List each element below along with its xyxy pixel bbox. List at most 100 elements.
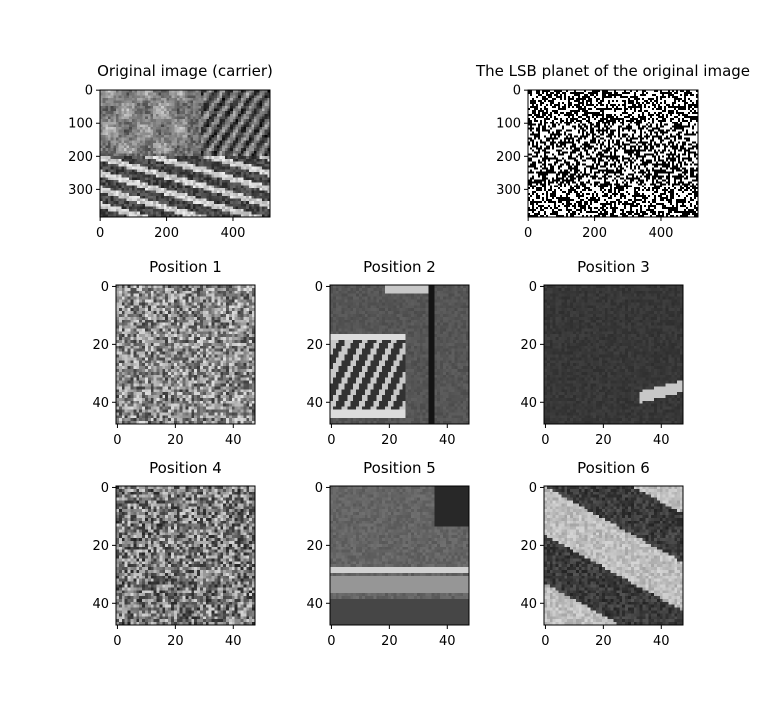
pixel-cell	[656, 105, 659, 109]
pixel-cell	[150, 198, 154, 202]
pixel-cell	[192, 132, 196, 136]
pixel-cell	[686, 95, 689, 99]
pixel-cell	[145, 103, 149, 107]
pixel-cell	[195, 198, 199, 202]
pixel-cell	[115, 211, 119, 215]
pixel-cell	[131, 177, 135, 181]
pixel-cell	[185, 92, 189, 96]
pixel-cell	[630, 91, 633, 95]
pixel-cell	[696, 101, 699, 105]
pixel-cell	[542, 91, 545, 95]
pixel-cell	[115, 209, 119, 213]
pixel-cell	[222, 164, 226, 168]
pixel-cell	[612, 99, 615, 103]
pixel-cell	[648, 105, 651, 109]
pixel-cell	[115, 187, 119, 191]
pixel-cell	[123, 142, 127, 146]
pixel-cell	[670, 113, 673, 117]
pixel-cell	[200, 145, 204, 149]
pixel-cell	[206, 132, 210, 136]
pixel-cell	[267, 174, 271, 178]
pixel-cell	[214, 121, 218, 125]
pixel-cell	[600, 119, 603, 123]
pixel-cell	[102, 161, 106, 165]
pixel-cell	[626, 91, 629, 95]
pixel-cell	[686, 131, 689, 134]
pixel-cell	[586, 127, 589, 131]
pixel-cell	[171, 182, 175, 186]
pixel-cell	[634, 117, 637, 121]
pixel-cell	[163, 187, 167, 191]
pixel-cell	[632, 107, 635, 111]
pixel-cell	[179, 209, 183, 213]
pixel-cell	[550, 113, 553, 117]
pixel-cell	[538, 101, 541, 105]
pixel-cell	[604, 103, 607, 107]
pixel-cell	[674, 129, 677, 133]
pixel-cell	[646, 91, 649, 95]
pixel-cell	[582, 123, 585, 127]
pixel-cell	[684, 93, 687, 97]
pixel-cell	[238, 100, 242, 104]
pixel-cell	[190, 132, 194, 136]
pixel-cell	[123, 121, 127, 125]
pixel-cell	[187, 158, 191, 162]
pixel-cell	[256, 156, 260, 160]
pixel-cell	[602, 117, 605, 121]
pixel-cell	[668, 129, 671, 133]
pixel-cell	[227, 95, 231, 99]
pixel-cell	[634, 93, 637, 97]
pixel-cell	[532, 127, 535, 131]
pixel-cell	[243, 103, 247, 107]
pixel-cell	[155, 203, 159, 207]
pixel-cell	[267, 92, 271, 96]
pixel-cell	[564, 131, 567, 134]
pixel-cell	[235, 182, 239, 186]
pixel-cell	[147, 185, 151, 189]
pixel-cell	[688, 131, 691, 134]
pixel-cell	[626, 111, 629, 115]
pixel-cell	[177, 190, 181, 194]
pixel-cell	[158, 150, 162, 154]
pixel-cell	[632, 117, 635, 121]
pixel-cell	[656, 90, 659, 93]
pixel-cell	[696, 119, 699, 123]
pixel-cell	[163, 190, 167, 194]
pixel-cell	[530, 95, 533, 99]
pixel-cell	[600, 127, 603, 131]
pixel-cell	[192, 156, 196, 160]
pixel-cell	[618, 109, 621, 113]
pixel-cell	[552, 105, 555, 109]
pixel-cell	[200, 198, 204, 202]
pixel-cell	[246, 100, 250, 104]
pixel-cell	[686, 101, 689, 105]
pixel-cell	[224, 179, 228, 183]
pixel-cell	[532, 113, 535, 117]
pixel-cell	[166, 158, 170, 162]
pixel-cell	[139, 185, 143, 189]
pixel-cell	[660, 93, 663, 97]
pixel-cell	[142, 108, 146, 112]
pixel-cell	[219, 124, 223, 128]
pixel-cell	[646, 103, 649, 107]
pixel-cell	[664, 109, 667, 113]
pixel-cell	[622, 119, 625, 123]
pixel-cell	[166, 127, 170, 131]
pixel-cell	[182, 90, 186, 93]
pixel-cell	[235, 211, 239, 215]
pixel-cell	[570, 123, 573, 127]
pixel-cell	[650, 109, 653, 113]
pixel-cell	[580, 107, 583, 111]
pixel-cell	[588, 127, 591, 131]
pixel-cell	[147, 148, 151, 152]
pixel-cell	[676, 129, 679, 133]
pixel-cell	[158, 129, 162, 133]
pixel-cell	[145, 190, 149, 194]
pixel-cell	[145, 113, 149, 117]
pixel-cell	[230, 211, 234, 215]
pixel-cell	[200, 134, 204, 138]
pixel-cell	[246, 103, 250, 107]
pixel-cell	[680, 117, 683, 121]
pixel-cell	[177, 119, 181, 123]
pixel-cell	[238, 179, 242, 183]
